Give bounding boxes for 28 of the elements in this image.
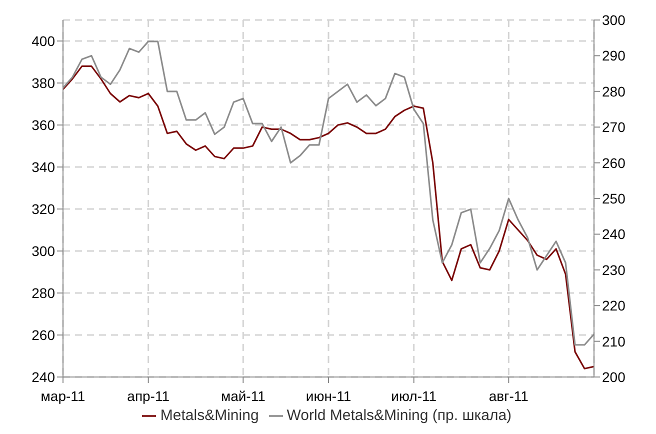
y2-tick-label: 210 — [602, 333, 626, 350]
x-tick-label: мар-11 — [40, 388, 86, 404]
y-tick-label: 320 — [32, 200, 56, 217]
x-tick-label: июл-11 — [391, 388, 437, 404]
y-tick-label: 280 — [32, 284, 56, 301]
y2-tick-label: 250 — [602, 190, 626, 206]
legend-label: World Metals&Mining (пр. шкала) — [286, 407, 512, 424]
y2-tick-label: 290 — [602, 48, 626, 64]
y2-tick-label: 200 — [602, 368, 626, 385]
y-tick-label: 260 — [32, 326, 56, 343]
y2-tick-label: 300 — [602, 12, 626, 28]
y2-tick-label: 280 — [602, 83, 626, 100]
x-tick-label: авг-11 — [488, 388, 529, 404]
y2-tick-label: 270 — [602, 119, 626, 136]
x-tick-label: июн-11 — [306, 388, 352, 404]
y-tick-label: 400 — [32, 32, 56, 49]
y2-tick-label: 260 — [602, 154, 626, 171]
y2-tick-label: 230 — [602, 262, 626, 278]
y2-tick-label: 240 — [602, 226, 626, 242]
y-tick-label: 300 — [32, 242, 56, 259]
x-tick-label: апр-11 — [127, 388, 170, 404]
y-tick-label: 360 — [32, 116, 56, 133]
y2-tick-label: 220 — [602, 298, 626, 314]
legend-label: Metals&Mining — [160, 407, 259, 424]
y-tick-label: 380 — [32, 74, 56, 91]
y-tick-label: 340 — [32, 158, 56, 175]
x-tick-label: май-11 — [220, 388, 266, 404]
y-tick-label: 240 — [32, 368, 56, 385]
